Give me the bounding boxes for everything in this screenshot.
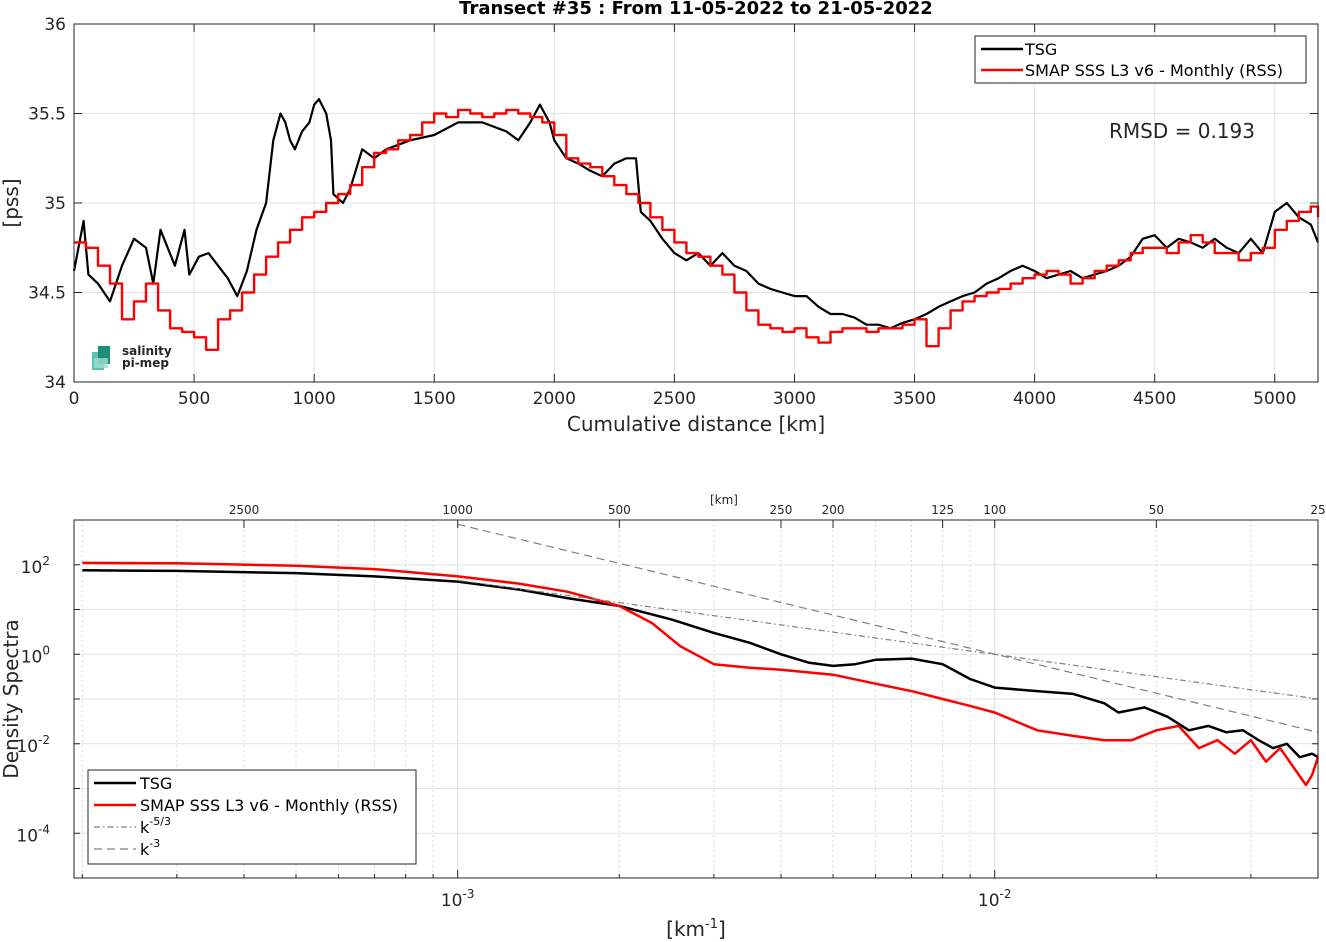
top-series-smap-line (74, 108, 1320, 351)
top-legend-label: SMAP SSS L3 v6 - Monthly (RSS) (1025, 61, 1283, 80)
bottom-top-axis-tick-label: 200 (822, 503, 845, 517)
bottom-legend-label: TSG (139, 774, 172, 793)
bottom-y-tick-label: 102 (21, 554, 50, 578)
top-x-tick-label: 1500 (413, 389, 456, 409)
top-x-tick-label: 4500 (1133, 389, 1176, 409)
top-y-tick-label: 35.5 (28, 105, 66, 125)
bottom-top-axis-tick-label: 25 (1310, 503, 1325, 517)
bottom-series-k3-line (457, 523, 1319, 733)
top-x-tick-label: 1000 (293, 389, 336, 409)
bottom-top-axis-tick-label: 250 (770, 503, 793, 517)
top-x-tick-label: 2500 (653, 389, 696, 409)
top-y-axis-label: [pss] (0, 178, 23, 227)
top-legend-label: TSG (1024, 40, 1057, 59)
bottom-top-axis-tick-label: 1000 (442, 503, 473, 517)
bottom-y-tick-label: 10-2 (16, 733, 50, 757)
logo-text-salinity: salinity (122, 344, 172, 358)
logo-mark-overlay (94, 358, 108, 368)
top-x-tick-label: 3500 (893, 389, 936, 409)
top-x-tick-label: 0 (69, 389, 80, 409)
rmsd-annotation: RMSD = 0.193 (1109, 119, 1255, 143)
top-x-tick-label: 5000 (1253, 389, 1296, 409)
top-legend-box (974, 35, 1307, 84)
top-x-tick-label: 4000 (1013, 389, 1056, 409)
bottom-top-axis-tick-label: 100 (983, 503, 1006, 517)
bottom-y-tick-label: 100 (21, 643, 50, 667)
top-y-tick-label: 34.5 (28, 284, 66, 304)
top-x-tick-label: 2000 (533, 389, 576, 409)
bottom-top-axis-tick-label: 500 (608, 503, 631, 517)
bottom-x-tick-label: 10-2 (978, 887, 1012, 911)
bottom-top-axis-tick-label: 50 (1149, 503, 1164, 517)
bottom-series-tsg-line (82, 569, 1319, 759)
bottom-y-tick-label: 10-4 (16, 822, 50, 846)
top-x-tick-label: 500 (178, 389, 210, 409)
top-x-tick-label: 3000 (773, 389, 816, 409)
top-y-tick-label: 36 (44, 15, 66, 35)
bottom-top-axis-tick-label: 125 (931, 503, 954, 517)
bottom-y-axis-label: Density Spectra (0, 619, 23, 778)
bottom-legend-box (87, 769, 417, 865)
bottom-series-k53-line (457, 579, 1319, 700)
bottom-legend-label: SMAP SSS L3 v6 - Monthly (RSS) (140, 796, 398, 815)
bottom-axes-frame (73, 519, 1319, 879)
top-chart-title: Transect #35 : From 11-05-2022 to 21-05-… (459, 0, 933, 19)
top-y-tick-label: 34 (44, 373, 66, 393)
logo-text-pimep: pi-mep (122, 356, 169, 370)
bottom-x-axis-label: [km-1] (666, 917, 726, 941)
top-y-tick-label: 35 (44, 194, 66, 214)
bottom-legend-label: k-5/3 (140, 815, 171, 837)
bottom-series-smap-line (82, 561, 1320, 787)
bottom-x-tick-label: 10-3 (441, 887, 475, 911)
top-series-tsg-line (72, 98, 1320, 330)
top-x-axis-label: Cumulative distance [km] (567, 412, 825, 436)
bottom-top-axis-label: [km] (710, 493, 738, 507)
bottom-legend-label: k-3 (140, 837, 160, 859)
bottom-top-axis-tick-label: 2500 (229, 503, 260, 517)
